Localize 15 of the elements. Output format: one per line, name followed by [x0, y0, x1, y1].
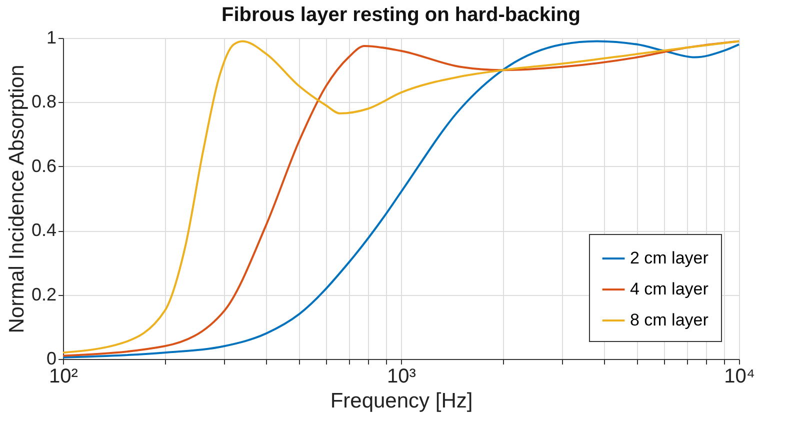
x-tick-label: 10³ — [387, 366, 416, 388]
y-tick-label: 1 — [46, 28, 56, 48]
y-tick-label: 0.2 — [31, 284, 56, 304]
legend-label: 8 cm layer — [630, 310, 709, 330]
y-tick-label: 0.4 — [31, 220, 56, 240]
legend-label: 4 cm layer — [630, 280, 709, 298]
y-axis-title: Normal Incidence Absorption — [5, 64, 28, 334]
y-tick-label: 0.6 — [31, 156, 56, 176]
x-tick-label: 10² — [49, 366, 78, 388]
legend-label: 2 cm layer — [630, 248, 709, 268]
x-tick-label: 10⁴ — [724, 366, 755, 388]
chart-title: Fibrous layer resting on hard-backing — [222, 4, 580, 26]
y-tick-label: 0 — [46, 348, 56, 368]
x-axis-title: Frequency [Hz] — [330, 390, 473, 412]
y-tick-label: 0.8 — [31, 92, 56, 112]
